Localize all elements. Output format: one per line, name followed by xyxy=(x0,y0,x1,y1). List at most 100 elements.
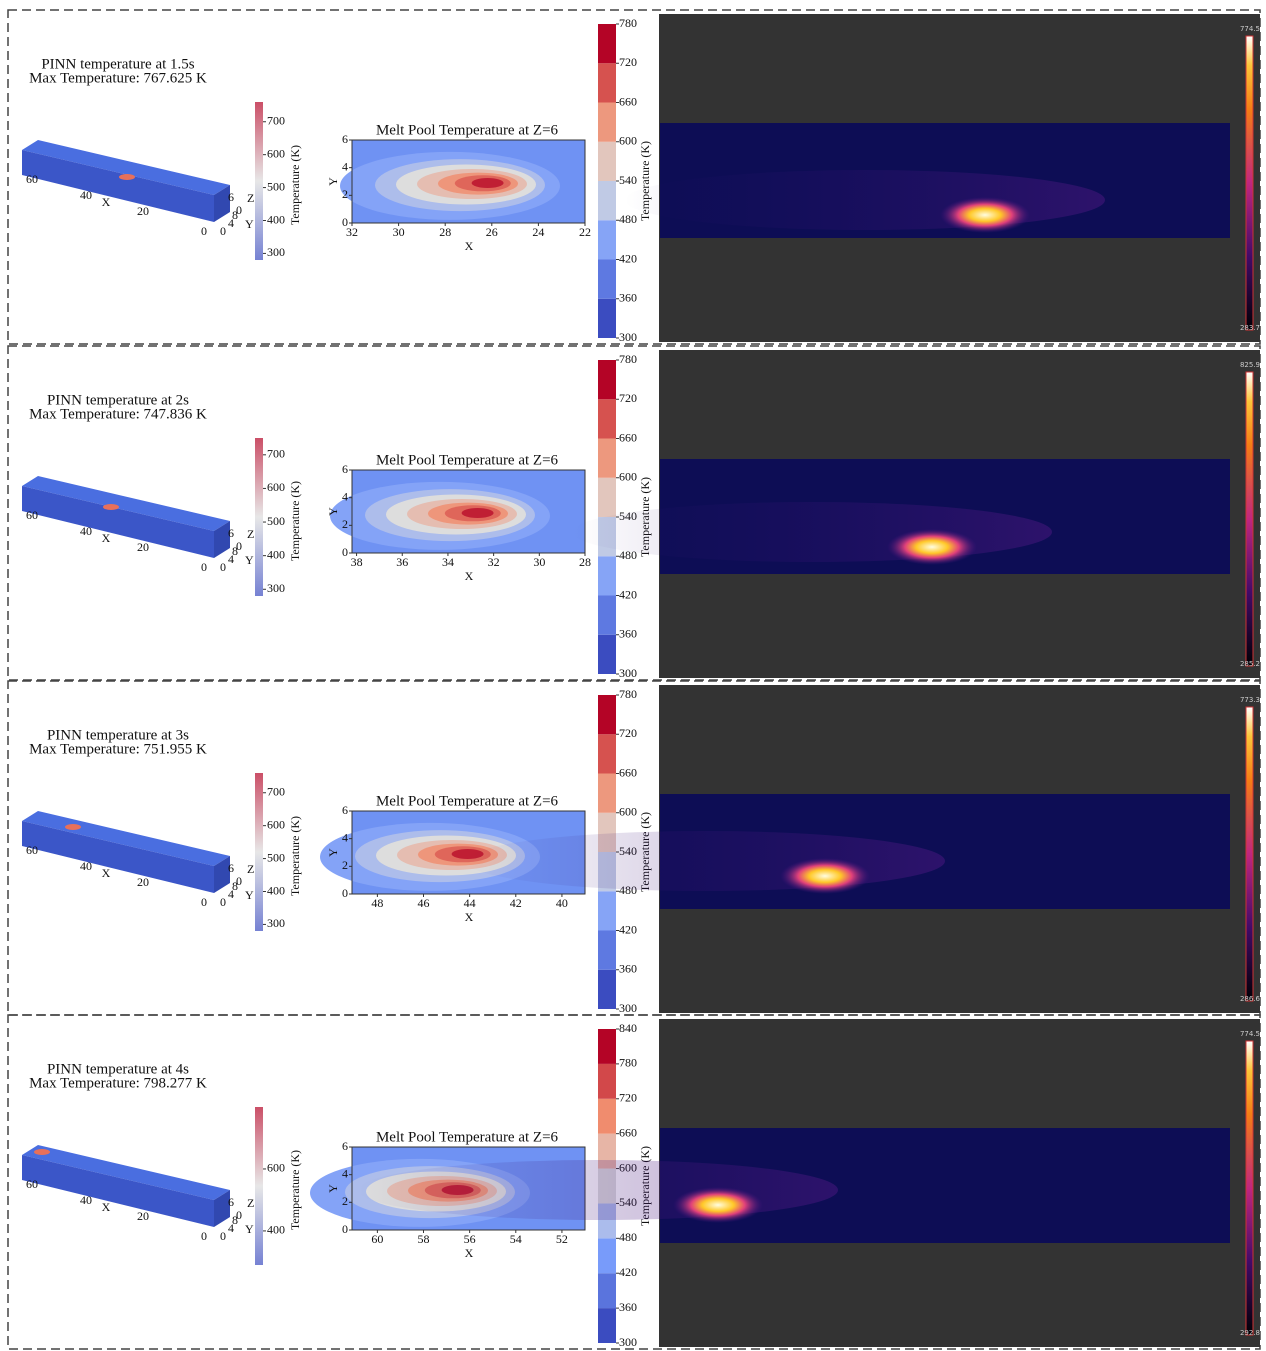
y-tick-label: 4 xyxy=(342,159,348,173)
colorbar-tick: 360 xyxy=(619,1300,637,1314)
thermal-colorbar xyxy=(1245,1040,1254,1336)
y-tick-label: 0 xyxy=(342,886,348,900)
contour-frame xyxy=(351,469,586,554)
x-axis-label: X xyxy=(465,1246,474,1260)
box-y-tick: 4 xyxy=(228,216,234,230)
y-tick-label: 2 xyxy=(342,858,348,872)
x-tick-label: 60 xyxy=(371,1232,383,1246)
box-x-tick: 60 xyxy=(26,508,38,522)
melt-pool xyxy=(673,1187,763,1223)
small-colorbar-label: Temperature (K) xyxy=(288,1150,302,1230)
thermal-min: 283.7 xyxy=(1240,324,1260,332)
thermal-colorbar xyxy=(1245,706,1254,1002)
box-y-tick: 4 xyxy=(228,552,234,566)
y-axis-label: Y xyxy=(326,177,340,186)
x-tick-label: 32 xyxy=(346,225,358,239)
x-axis-label: X xyxy=(465,239,474,253)
box-x-label: X xyxy=(102,1200,111,1214)
thermal-colorbar xyxy=(1245,371,1254,667)
small-colorbar-tick: 300 xyxy=(267,916,285,930)
x-tick-label: 26 xyxy=(486,225,498,239)
thermal-max: 774.5 xyxy=(1240,1030,1260,1038)
hot-spot xyxy=(103,504,119,510)
colorbar-segment xyxy=(598,773,616,813)
colorbar-segment xyxy=(598,399,616,439)
small-colorbar xyxy=(255,773,263,931)
panel-title: PINN temperature at 2s xyxy=(47,392,189,408)
small-colorbar-tick: 500 xyxy=(267,850,285,864)
colorbar-segment xyxy=(598,477,616,517)
box-x-tick: 60 xyxy=(26,172,38,186)
colorbar-tick: 600 xyxy=(619,805,637,819)
y-tick-label: 0 xyxy=(342,215,348,229)
colorbar-tick: 360 xyxy=(619,627,637,641)
box-z-tick: 6 xyxy=(228,861,234,875)
colorbar-tick: 660 xyxy=(619,94,637,108)
colorbar-tick: 300 xyxy=(619,330,637,344)
colorbar-tick: 720 xyxy=(619,391,637,405)
box-y-tick: 8 xyxy=(232,879,238,893)
y-tick-label: 4 xyxy=(342,830,348,844)
small-colorbar-tick: 400 xyxy=(267,1223,285,1237)
colorbar-segment xyxy=(598,259,616,299)
box-z-label: Z xyxy=(247,191,254,205)
small-colorbar-tick: 400 xyxy=(267,547,285,561)
colorbar-tick: 720 xyxy=(619,1091,637,1105)
contour-level xyxy=(471,178,504,188)
heat-trail xyxy=(358,1160,838,1220)
box-y-tick: 8 xyxy=(232,544,238,558)
box-y-tick: 8 xyxy=(232,208,238,222)
small-colorbar xyxy=(255,438,263,596)
colorbar-tick: 300 xyxy=(619,1001,637,1015)
x-tick-label: 54 xyxy=(510,1232,522,1246)
small-colorbar-label: Temperature (K) xyxy=(288,481,302,561)
box-front xyxy=(22,821,214,893)
colorbar-segment xyxy=(598,360,616,400)
box-x-tick: 0 xyxy=(201,1229,207,1243)
box-y-tick: 0 xyxy=(220,224,226,238)
colorbar-tick: 420 xyxy=(619,251,637,265)
x-tick-label: 46 xyxy=(418,896,430,910)
box-z-tick: 6 xyxy=(228,1195,234,1209)
box-x-label: X xyxy=(102,195,111,209)
colorbar-segment xyxy=(598,891,616,931)
colorbar-tick: 780 xyxy=(619,16,637,30)
box-top xyxy=(22,1145,230,1200)
colorbar-segment xyxy=(598,102,616,142)
box-y-tick: 0 xyxy=(220,560,226,574)
heat-trail xyxy=(572,502,1052,562)
x-tick-label: 40 xyxy=(556,896,568,910)
contour-title: Melt Pool Temperature at Z=6 xyxy=(376,793,559,809)
box-y-zero: 0 xyxy=(236,203,242,217)
colorbar-segment xyxy=(598,1273,616,1309)
colorbar-segment xyxy=(598,1063,616,1099)
box-y-label: Y xyxy=(245,1222,254,1236)
hot-spot xyxy=(119,174,135,180)
y-tick-label: 2 xyxy=(342,517,348,531)
y-tick-label: 4 xyxy=(342,1166,348,1180)
box-top xyxy=(22,140,230,195)
small-colorbar-tick: 700 xyxy=(267,114,285,128)
box-side xyxy=(214,521,230,558)
x-axis-label: X xyxy=(465,569,474,583)
box-z-tick: 6 xyxy=(228,190,234,204)
contour-level xyxy=(461,508,494,518)
colorbar-segment xyxy=(598,181,616,221)
small-colorbar-tick: 500 xyxy=(267,514,285,528)
thermal-max: 825.9 xyxy=(1240,361,1260,369)
box-x-tick: 20 xyxy=(137,540,149,554)
thermal-max: 773.3 xyxy=(1240,696,1260,704)
y-tick-label: 0 xyxy=(342,1222,348,1236)
x-tick-label: 30 xyxy=(533,555,545,569)
colorbar-tick: 360 xyxy=(619,291,637,305)
box-y-label: Y xyxy=(245,888,254,902)
x-tick-label: 58 xyxy=(418,1232,430,1246)
box-top xyxy=(22,476,230,531)
box-y-tick: 0 xyxy=(220,1229,226,1243)
max-temperature: Max Temperature: 751.955 K xyxy=(29,741,207,757)
colorbar-tick: 300 xyxy=(619,1335,637,1349)
x-tick-label: 28 xyxy=(439,225,451,239)
x-tick-label: 30 xyxy=(393,225,405,239)
box-x-tick: 0 xyxy=(201,895,207,909)
colorbar-segment xyxy=(598,634,616,674)
